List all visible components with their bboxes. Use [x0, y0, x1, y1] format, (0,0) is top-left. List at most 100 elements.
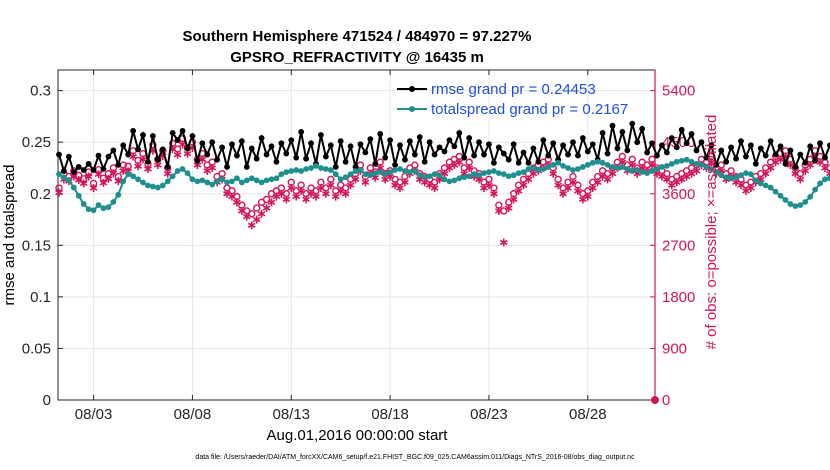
obs-assimilated-point: [228, 192, 236, 201]
series-point: [120, 178, 127, 185]
obs-assimilated-point: [396, 184, 404, 193]
series-point: [347, 143, 354, 150]
series-point: [293, 167, 300, 173]
series-point: [80, 201, 87, 207]
series-point: [575, 166, 581, 172]
series-point: [174, 168, 181, 174]
obs-assimilated-point: [608, 169, 617, 178]
series-point: [268, 176, 275, 183]
series-point: [738, 138, 744, 145]
series-point: [486, 169, 492, 175]
obs-assimilated-point: [341, 189, 350, 198]
series-point: [179, 166, 186, 172]
series-point: [619, 128, 626, 135]
series-point: [243, 164, 250, 170]
series-point: [698, 161, 705, 168]
series-point: [377, 131, 384, 137]
obs-assimilated-point: [79, 179, 88, 188]
series-point: [402, 156, 408, 163]
obs-assimilated-point: [252, 215, 261, 224]
series-point: [377, 169, 384, 175]
series-point: [520, 169, 527, 175]
obs-assimilated-point: [292, 192, 301, 201]
series-point: [752, 177, 759, 184]
obs-assimilated-point: [89, 184, 98, 193]
series-point: [614, 165, 621, 171]
series-point: [194, 178, 201, 185]
obs-assimilated-point: [455, 158, 464, 167]
series-point: [550, 161, 557, 168]
series-point: [327, 167, 334, 173]
series-point: [649, 168, 655, 174]
series-point: [367, 136, 374, 142]
series-point: [703, 164, 710, 170]
series-point: [322, 153, 329, 160]
obs-assimilated-point: [742, 186, 750, 195]
series-point: [229, 141, 235, 148]
series-point: [426, 139, 433, 146]
series-point: [738, 172, 744, 179]
series-point: [743, 170, 749, 177]
y-left-tick-label: 0.3: [30, 83, 51, 100]
series-point: [782, 197, 789, 203]
series-point: [678, 157, 685, 164]
obs-assimilated-point: [791, 169, 800, 178]
series-point: [110, 199, 117, 205]
series-point: [733, 174, 739, 181]
obs-assimilated-point: [564, 184, 572, 193]
series-point: [471, 171, 478, 178]
series-point: [693, 147, 700, 154]
series-point: [283, 169, 290, 175]
obs-assimilated-point: [178, 140, 187, 149]
series-point: [649, 140, 655, 147]
series-point: [441, 148, 448, 155]
series-point: [446, 178, 453, 185]
obs-assimilated-point: [242, 212, 251, 221]
series-point: [698, 139, 705, 146]
series-point: [159, 182, 166, 189]
series-point: [402, 168, 408, 174]
series-point: [224, 179, 230, 186]
series-point: [298, 128, 305, 135]
series-point: [135, 146, 141, 153]
obs-assimilated-point: [519, 181, 528, 190]
y-left-tick-label: 0.15: [22, 237, 51, 254]
series-point: [604, 161, 611, 168]
series-point: [303, 155, 309, 162]
series-point: [817, 140, 823, 147]
series-point: [688, 131, 695, 137]
series-point: [214, 156, 221, 163]
series-point: [634, 167, 641, 173]
series-point: [589, 141, 596, 148]
series-point: [238, 179, 245, 186]
legend-entry: rmse grand pr = 0.24453: [431, 81, 596, 98]
series-point: [728, 175, 735, 182]
series-point: [683, 156, 690, 163]
series-point: [490, 159, 497, 166]
obs-possible-point: [262, 195, 271, 204]
series-point: [243, 177, 250, 184]
series-point: [130, 173, 137, 180]
obs-assimilated-point: [104, 174, 113, 183]
series-point: [560, 142, 566, 149]
series-point: [787, 201, 794, 207]
series-point: [318, 165, 324, 171]
series-point: [431, 151, 438, 158]
series-point: [130, 127, 137, 134]
obs-assimilated-point: [485, 181, 493, 190]
series-point: [90, 207, 97, 214]
series-point: [184, 145, 191, 152]
obs-assimilated-point: [326, 181, 335, 190]
series-point: [80, 167, 87, 173]
x-tick-label: 08/13: [272, 406, 310, 423]
series-point: [565, 165, 571, 171]
series-point: [189, 133, 196, 139]
obs-assimilated-point: [801, 166, 810, 175]
chart-title: Southern Hemisphere 471524 / 484970 = 97…: [183, 28, 532, 45]
series-point: [372, 170, 379, 177]
obs-assimilated-point: [346, 181, 355, 190]
series-point: [263, 177, 270, 184]
plot-area: [57, 69, 656, 401]
obs-assimilated-point: [134, 162, 142, 171]
series-point: [416, 172, 423, 179]
